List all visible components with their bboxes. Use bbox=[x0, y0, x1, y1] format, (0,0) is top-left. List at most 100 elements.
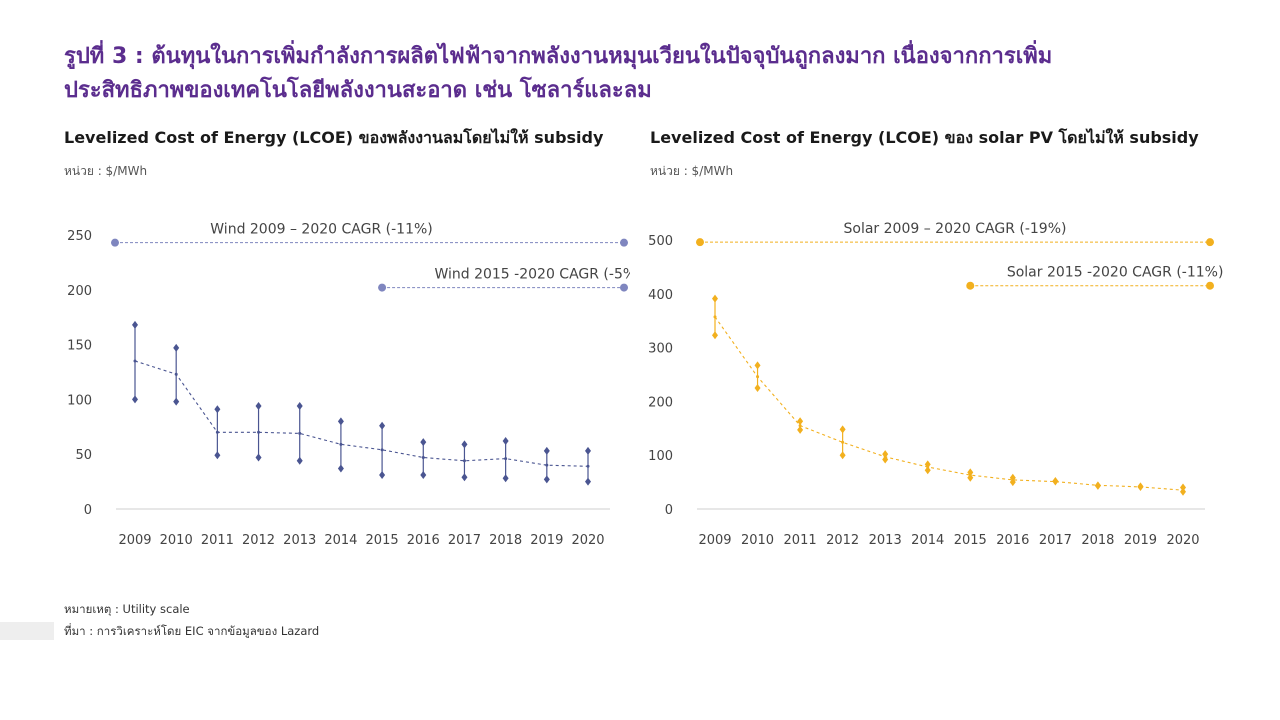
wind-x-tick-label: 2019 bbox=[530, 533, 563, 548]
source-marker bbox=[0, 622, 54, 640]
solar-x-tick-label: 2011 bbox=[784, 533, 817, 548]
wind-x-tick-label: 2009 bbox=[118, 533, 151, 548]
wind-y-tick-label: 100 bbox=[67, 393, 92, 408]
solar-high-point bbox=[754, 361, 761, 370]
wind-cagr-label-1: Wind 2009 – 2020 CAGR (-11%) bbox=[210, 222, 432, 238]
wind-high-point bbox=[420, 438, 427, 447]
wind-high-point bbox=[543, 446, 550, 455]
solar-x-tick-label: 2013 bbox=[869, 533, 902, 548]
solar-mid-point bbox=[756, 375, 760, 379]
solar-x-tick-label: 2017 bbox=[1039, 533, 1072, 548]
wind-low-point bbox=[296, 456, 303, 465]
solar-x-tick-label: 2020 bbox=[1166, 533, 1199, 548]
wind-mid-point bbox=[257, 430, 261, 434]
solar-low-point bbox=[754, 383, 761, 392]
wind-y-tick-label: 150 bbox=[67, 339, 92, 354]
wind-low-point bbox=[461, 473, 468, 482]
wind-low-point bbox=[214, 451, 221, 460]
solar-low-point bbox=[839, 451, 846, 460]
wind-low-point bbox=[337, 464, 344, 473]
wind-trend-line bbox=[134, 360, 589, 467]
solar-high-point bbox=[882, 450, 889, 459]
wind-x-tick-label: 2018 bbox=[489, 533, 522, 548]
wind-mid-point bbox=[586, 464, 590, 468]
wind-low-point bbox=[173, 397, 180, 406]
solar-x-tick-label: 2015 bbox=[954, 533, 987, 548]
wind-low-point bbox=[585, 477, 591, 486]
wind-high-point bbox=[255, 401, 262, 410]
wind-cagr-end-dot-2 bbox=[620, 283, 628, 292]
wind-low-point bbox=[502, 474, 509, 483]
wind-y-tick-label: 250 bbox=[67, 229, 92, 244]
solar-trend-line bbox=[714, 316, 1184, 491]
solar-x-tick-label: 2010 bbox=[741, 533, 774, 548]
solar-y-tick-label: 400 bbox=[648, 288, 673, 303]
wind-low-point bbox=[255, 453, 262, 462]
page-title-line-2: ประสิทธิภาพของเทคโนโลยีพลังงานสะอาด เช่น… bbox=[64, 78, 652, 103]
wind-x-tick-label: 2017 bbox=[448, 533, 481, 548]
wind-y-tick-label: 200 bbox=[67, 284, 92, 299]
wind-high-point bbox=[502, 437, 509, 446]
wind-cagr-start-dot-2 bbox=[378, 283, 387, 292]
wind-x-tick-label: 2014 bbox=[324, 533, 357, 548]
wind-mid-point bbox=[421, 455, 425, 459]
wind-x-tick-label: 2020 bbox=[571, 533, 604, 548]
wind-mid-point bbox=[133, 359, 137, 363]
wind-mid-point bbox=[215, 430, 219, 434]
wind-cagr-end-dot-1 bbox=[620, 238, 628, 247]
solar-cagr-end-dot-2 bbox=[1206, 281, 1214, 290]
solar-mid-point bbox=[798, 424, 802, 428]
page-title-line-1: รูปที่ 3 : ต้นทุนในการเพิ่มกำลังการผลิตไ… bbox=[64, 44, 1053, 69]
wind-cagr-start-dot-1 bbox=[111, 238, 119, 247]
wind-x-tick-label: 2016 bbox=[407, 533, 440, 548]
wind-high-point bbox=[214, 405, 221, 414]
solar-x-tick-label: 2016 bbox=[996, 533, 1029, 548]
solar-lcoe-chart: 0 100 200 300 400 500 2009 2010 2011 2012 2013 2014… bbox=[648, 221, 1224, 548]
solar-high-point bbox=[712, 294, 718, 303]
wind-low-point bbox=[132, 395, 138, 404]
solar-low-point bbox=[797, 425, 804, 434]
wind-high-point bbox=[337, 417, 344, 426]
wind-chart-unit: หน่วย : $/MWh bbox=[64, 164, 148, 178]
solar-low-point bbox=[1180, 487, 1186, 496]
wind-y-tick-label: 0 bbox=[84, 503, 92, 518]
wind-y-tick-label: 50 bbox=[75, 448, 92, 463]
wind-cagr-label-2: Wind 2015 -2020 CAGR (-5%) bbox=[434, 267, 630, 283]
solar-cagr-end-dot-1 bbox=[1206, 238, 1214, 247]
wind-mid-point bbox=[504, 457, 508, 461]
wind-low-point bbox=[379, 471, 386, 480]
wind-high-point bbox=[173, 343, 180, 352]
solar-low-point bbox=[1052, 477, 1059, 486]
solar-cagr-start-dot-2 bbox=[966, 281, 975, 290]
solar-y-tick-label: 0 bbox=[665, 503, 673, 518]
wind-x-tick-label: 2010 bbox=[160, 533, 193, 548]
wind-mid-point bbox=[545, 463, 549, 467]
solar-x-tick-label: 2019 bbox=[1124, 533, 1157, 548]
solar-cagr-start-dot-1 bbox=[696, 238, 704, 247]
wind-mid-point bbox=[298, 431, 302, 435]
wind-mid-point bbox=[462, 459, 466, 463]
solar-y-tick-label: 500 bbox=[648, 234, 673, 249]
solar-low-point bbox=[924, 466, 931, 475]
solar-mid-point bbox=[841, 440, 845, 444]
solar-y-tick-label: 200 bbox=[648, 395, 673, 410]
solar-high-point bbox=[839, 425, 846, 434]
wind-chart-title: Levelized Cost of Energy (LCOE) ของพลังง… bbox=[64, 128, 604, 147]
solar-y-tick-label: 300 bbox=[648, 342, 673, 357]
solar-high-point bbox=[797, 417, 804, 426]
solar-y-tick-label: 100 bbox=[648, 449, 673, 464]
solar-x-tick-label: 2018 bbox=[1081, 533, 1114, 548]
page-title: รูปที่ 3 : ต้นทุนในการเพิ่มกำลังการผลิตไ… bbox=[64, 40, 1224, 108]
wind-mid-point bbox=[380, 448, 384, 452]
solar-cagr-label-1: Solar 2009 – 2020 CAGR (-19%) bbox=[844, 221, 1067, 237]
wind-low-point bbox=[543, 475, 550, 484]
wind-high-point bbox=[585, 446, 591, 455]
solar-high-point bbox=[1180, 483, 1186, 492]
solar-low-point bbox=[712, 331, 718, 340]
solar-cagr-label-2: Solar 2015 -2020 CAGR (-11%) bbox=[1007, 265, 1224, 281]
solar-chart-unit: หน่วย : $/MWh bbox=[650, 164, 734, 178]
solar-low-point bbox=[967, 473, 974, 482]
solar-chart-title: Levelized Cost of Energy (LCOE) ของ sola… bbox=[650, 128, 1199, 147]
solar-high-point bbox=[924, 460, 931, 469]
source-note: ที่มา : การวิเคราะห์โดย EIC จากข้อมูลของ… bbox=[64, 624, 320, 638]
